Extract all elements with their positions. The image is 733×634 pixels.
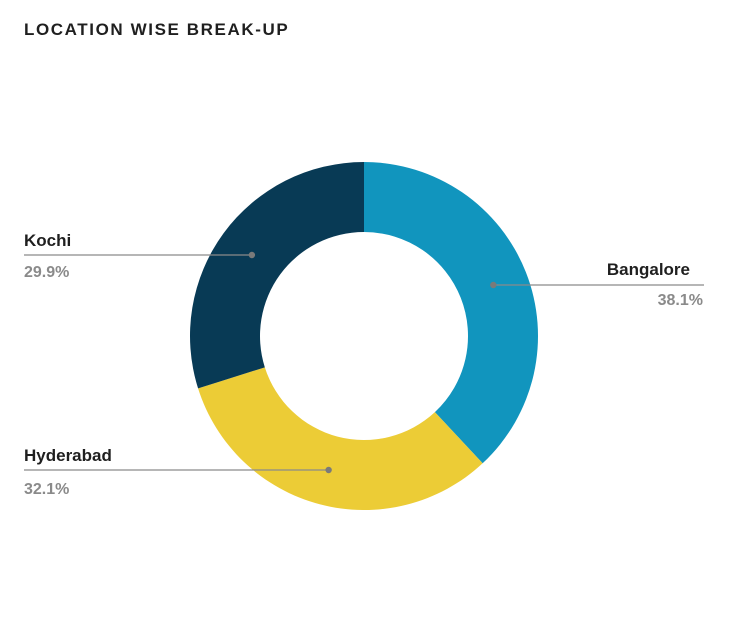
leader-lines	[24, 251, 704, 474]
label-kochi-name: Kochi	[24, 231, 71, 250]
leader-dot-hyderabad	[325, 466, 332, 474]
slice-kochi	[190, 162, 364, 389]
label-kochi-value: 29.9%	[24, 264, 69, 281]
leader-dot-bangalore	[490, 281, 497, 289]
chart-title: LOCATION WISE BREAK-UP	[24, 20, 290, 39]
donut-slices	[190, 162, 538, 510]
label-bangalore-value: 38.1%	[658, 292, 703, 309]
slice-hyderabad	[198, 367, 483, 510]
label-hyderabad-name: Hyderabad	[24, 446, 112, 465]
slice-bangalore	[364, 162, 538, 464]
label-hyderabad-value: 32.1%	[24, 481, 69, 498]
label-bangalore-name: Bangalore	[607, 260, 690, 279]
leader-dot-kochi	[248, 251, 256, 259]
